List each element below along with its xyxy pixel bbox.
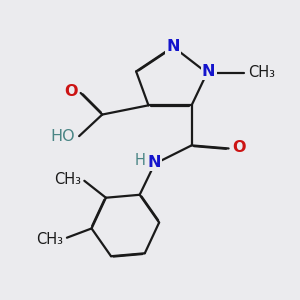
Text: CH₃: CH₃ [249,65,276,80]
Text: N: N [167,39,180,54]
Text: HO: HO [51,129,75,144]
Text: CH₃: CH₃ [54,172,81,187]
Text: CH₃: CH₃ [36,232,63,247]
Text: O: O [232,140,246,155]
Text: N: N [147,155,161,170]
Text: N: N [202,64,215,79]
Text: O: O [65,84,78,99]
Text: H: H [135,153,146,168]
